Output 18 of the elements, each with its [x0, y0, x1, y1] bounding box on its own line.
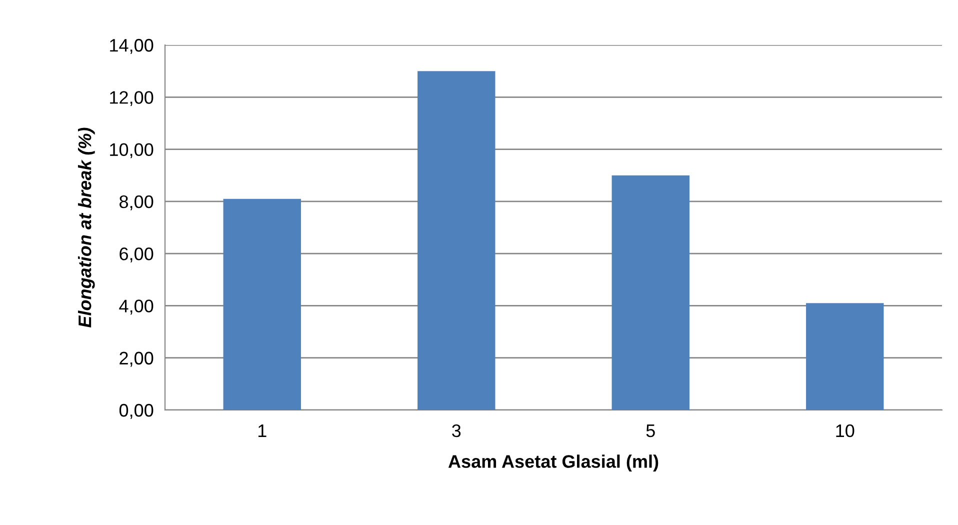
x-tick-label: 10 [836, 424, 854, 438]
y-tick-label: 4,00 [119, 300, 154, 315]
y-axis-title: Elongation at break (%) [78, 128, 95, 328]
y-tick-label: 2,00 [120, 352, 154, 367]
y-tick-label: 6,00 [120, 248, 154, 262]
y-tick-label: 8,00 [120, 195, 154, 210]
x-tick-label: 3 [452, 424, 461, 438]
y-tick-label: 10,00 [110, 143, 154, 158]
y-tick-label: 14,00 [110, 38, 154, 54]
y-tick-label: 0,00 [119, 404, 154, 419]
bar [223, 198, 301, 410]
x-tick-label: 1 [258, 424, 266, 437]
x-axis-title: Asam Asetat Glasial (ml) [448, 454, 658, 472]
bar [612, 175, 690, 410]
bar [418, 71, 496, 410]
y-tick-label: 12,00 [110, 91, 154, 106]
x-tick-label: 5 [646, 424, 655, 438]
bar [806, 303, 884, 410]
